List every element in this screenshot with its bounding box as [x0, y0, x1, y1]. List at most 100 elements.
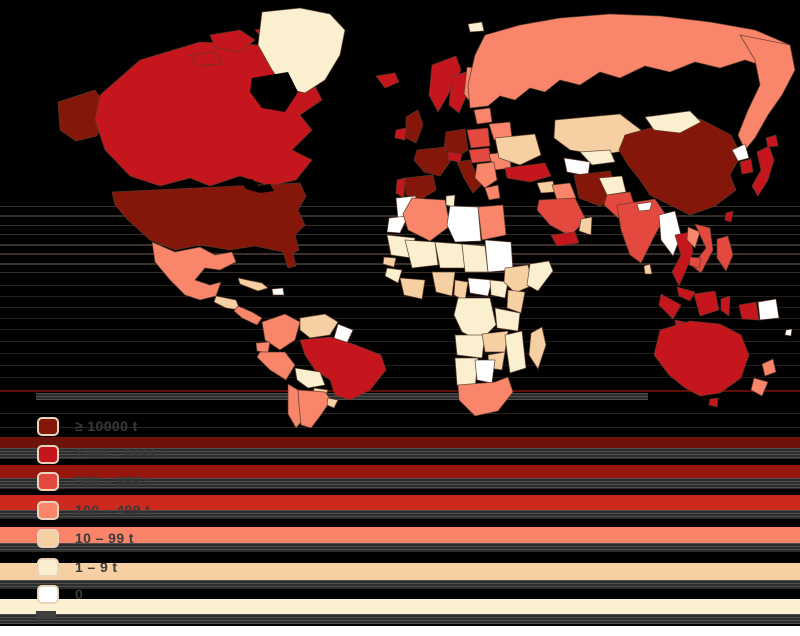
world-map [57, 7, 796, 429]
background-band [0, 580, 800, 589]
country-yemen [550, 231, 580, 247]
country-russia-far-east [737, 34, 796, 151]
country-svalbard [467, 21, 485, 33]
country-somalia [526, 260, 554, 292]
country-poland [466, 127, 491, 149]
country-south-korea [739, 158, 754, 175]
country-nigeria [431, 271, 456, 297]
country-uruguay [326, 397, 339, 409]
country-tasmania [708, 397, 719, 408]
country-fiji [784, 328, 793, 337]
country-portugal [395, 177, 406, 199]
background-band [0, 448, 800, 459]
background-band [0, 341, 800, 342]
country-balkans [474, 161, 498, 189]
background-band [0, 527, 800, 543]
country-zambia [481, 330, 509, 353]
country-afghanistan [598, 175, 627, 196]
country-tunisia [445, 194, 456, 208]
country-canada-arctic [209, 29, 256, 53]
background-band [0, 437, 800, 448]
country-ireland [394, 127, 407, 141]
background-band [0, 563, 800, 580]
country-mexico [151, 241, 237, 301]
background-band [0, 263, 800, 265]
background-band [0, 626, 800, 636]
background-band [0, 413, 800, 414]
country-indonesia-borneo [693, 290, 720, 317]
country-peru [256, 351, 296, 381]
country-russia [467, 13, 794, 109]
country-libya [446, 205, 482, 243]
country-tanzania [494, 307, 521, 332]
country-uzbekistan [579, 149, 616, 166]
background-band [0, 285, 800, 286]
country-taiwan [724, 210, 734, 223]
country-new-zealand [750, 377, 769, 397]
country-india [616, 198, 667, 264]
country-alpine [447, 151, 463, 163]
background-band [0, 427, 800, 428]
country-hispaniola [271, 287, 285, 296]
country-indonesia-papua [738, 301, 760, 321]
country-central-african-republic [467, 277, 493, 297]
country-laos [686, 226, 701, 249]
country-greenland [257, 7, 346, 94]
country-nepal [636, 201, 653, 212]
background-band [0, 510, 800, 519]
country-canada-arctic [189, 51, 223, 67]
country-mongolia [644, 110, 702, 134]
country-ivory-coast-ghana [399, 277, 426, 300]
background-band [0, 365, 800, 366]
country-cuba [237, 277, 269, 292]
background-band [0, 353, 800, 354]
country-central-europe [468, 147, 492, 164]
hudson-bay [250, 72, 298, 112]
country-iceland [375, 72, 400, 89]
background-band [36, 611, 56, 619]
country-cambodia [688, 256, 702, 269]
background-band [0, 390, 800, 392]
background-band [0, 329, 800, 330]
country-western-sahara [386, 215, 409, 234]
country-guinea [384, 267, 403, 284]
country-japan [751, 145, 775, 197]
country-colombia [261, 313, 301, 351]
background-band [0, 377, 800, 378]
background-band [0, 614, 800, 624]
country-alaska [57, 89, 108, 142]
country-ukraine [494, 133, 542, 166]
country-saudi-arabia [536, 197, 587, 237]
country-iraq [551, 182, 577, 201]
country-kenya [506, 289, 526, 314]
background-band [0, 234, 800, 235]
country-south-sudan [489, 279, 509, 299]
background-band [0, 307, 800, 308]
country-egypt [477, 204, 507, 241]
background-band [0, 543, 800, 552]
background-band [0, 296, 800, 297]
country-north-korea [731, 143, 750, 162]
country-malaysia [676, 286, 696, 302]
country-myanmar [658, 210, 682, 257]
country-sweden [448, 71, 470, 114]
country-bolivia [294, 367, 326, 389]
country-botswana [474, 359, 496, 384]
country-ecuador [255, 341, 271, 354]
country-argentina [297, 389, 332, 429]
country-venezuela [299, 313, 339, 339]
country-indonesia-sumatra [658, 293, 682, 320]
country-angola [454, 334, 486, 359]
country-niger [434, 241, 466, 269]
country-senegal [382, 256, 397, 268]
country-baltics [473, 107, 493, 125]
country-norway [428, 55, 462, 113]
country-papua-new-guinea [757, 298, 780, 321]
country-indonesia-sulawesi [720, 295, 731, 317]
country-new-zealand [761, 358, 777, 377]
country-mali [404, 239, 439, 269]
country-italy [456, 159, 482, 194]
country-ethiopia [503, 264, 534, 294]
country-sri-lanka [643, 263, 653, 275]
